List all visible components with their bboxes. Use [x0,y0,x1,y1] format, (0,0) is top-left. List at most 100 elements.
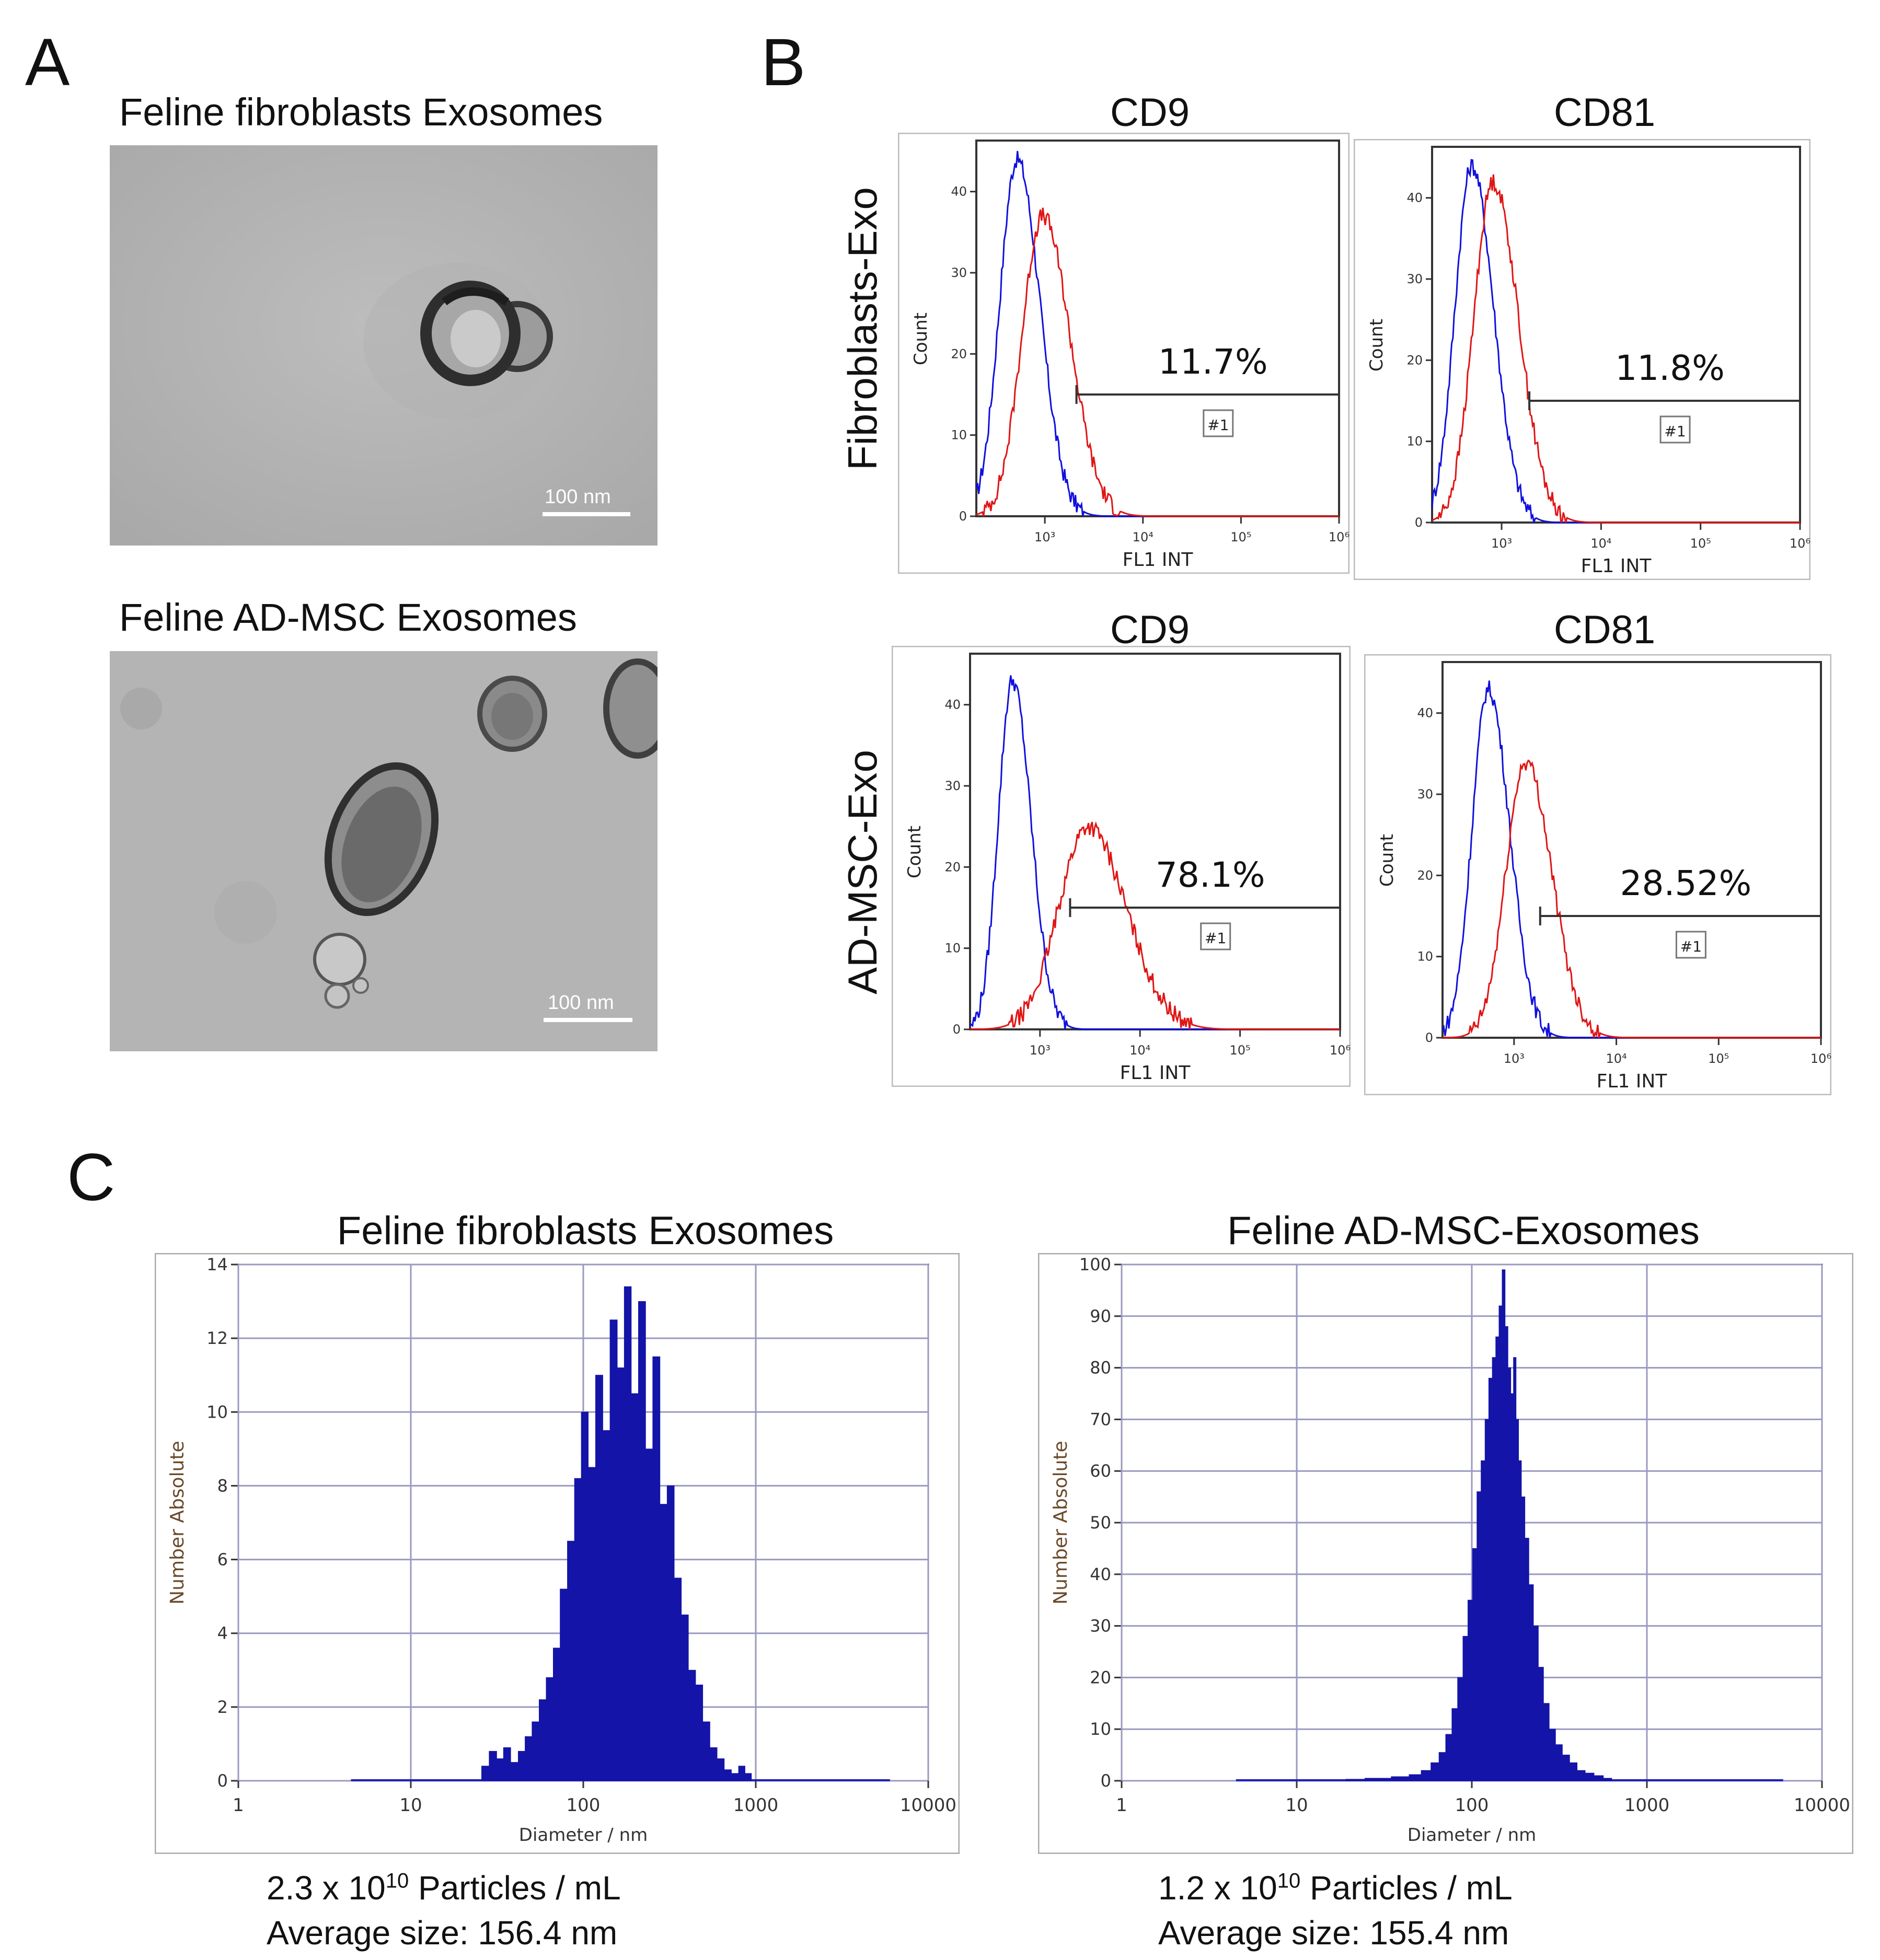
y-tick-label: 30 [1406,272,1423,286]
histogram-bar [546,1677,553,1781]
y-tick-label: 30 [1417,787,1433,802]
y-tick-label: 90 [1090,1306,1111,1326]
y-tick-label: 0 [217,1771,228,1791]
scalebar [544,1018,632,1022]
nta-title-fibroblasts: Feline fibroblasts Exosomes [337,1209,834,1253]
histogram-bar [1364,1778,1392,1781]
y-tick-label: 0 [959,509,967,524]
x-tick-label: 10⁶ [1810,1051,1831,1066]
marker-histogram [1443,759,1821,1039]
gate-percentage: 11.8% [1615,348,1725,388]
histogram-bar [695,1685,703,1781]
figure-frame [1364,654,1831,1095]
y-tick-label: 30 [944,779,961,793]
histogram-bar [1505,1326,1508,1781]
x-tick-label: 1 [1116,1795,1127,1816]
panel-letter-a: A [25,25,70,100]
histogram-bar [1391,1776,1410,1781]
histogram-bar [1345,1779,1365,1781]
histogram-bar [567,1540,575,1781]
y-tick-label: 14 [206,1255,228,1274]
y-tick-label: 0 [1425,1030,1433,1045]
x-tick-label: 10³ [1034,530,1055,544]
y-tick-label: 40 [1090,1564,1111,1584]
y-tick-label: 10 [206,1402,228,1422]
row-label-admsc: AD-MSC-Exo [839,749,885,995]
y-axis-label: Count [904,826,925,878]
gate-label: #1 [1205,930,1226,947]
histogram-bar [617,1367,625,1781]
y-tick-label: 40 [1406,191,1423,205]
row-label-fibroblasts: Fibroblasts-Exo [839,187,885,470]
histogram-bar [1421,1770,1432,1781]
y-tick-label: 2 [217,1697,228,1717]
histogram-bar [1518,1460,1522,1781]
y-tick-label: 30 [1090,1616,1111,1636]
histogram-bar [518,1751,526,1781]
histogram-bar [1481,1460,1485,1781]
x-tick-label: 10 [1285,1795,1308,1816]
histogram-bar [1521,1497,1526,1781]
histogram-bar [1451,1708,1458,1781]
x-tick-label: 10⁶ [1790,536,1810,551]
marker-histogram [976,207,1339,517]
histogram-bar [1562,1755,1570,1781]
y-tick-label: 20 [1406,353,1423,367]
fibroblast-exosome-micrograph [110,145,658,546]
tem-image-admsc: 100 nm [110,651,658,1051]
histogram-bar [1431,1762,1439,1781]
average-size-text: Average size: 155.4 nm [1158,1914,1509,1952]
histogram-bar [717,1758,725,1781]
histogram-bar [1577,1770,1586,1781]
y-axis-label: Count [910,312,931,365]
x-tick-label: 10³ [1491,536,1512,551]
histogram-bar [688,1669,696,1781]
gate-percentage: 78.1% [1156,855,1265,895]
y-tick-label: 20 [1090,1667,1111,1687]
x-tick-label: 10⁵ [1690,536,1711,551]
histogram-bar [1507,1367,1512,1781]
histogram-bar [744,1773,752,1781]
histogram-bar [738,1766,745,1781]
y-tick-label: 20 [944,860,961,874]
histogram-bar [560,1588,568,1781]
y-tick-label: 20 [1417,868,1433,883]
histogram-bar [1516,1419,1519,1781]
y-tick-label: 50 [1090,1513,1111,1533]
x-tick-label: 10³ [1030,1043,1051,1058]
control-histogram [1441,680,1821,1039]
histogram-bar [1445,1734,1452,1781]
y-tick-label: 100 [1079,1255,1111,1274]
histogram-bar [1555,1744,1563,1781]
y-tick-label: 10 [1417,949,1433,964]
y-axis-label: Number Absolute [167,1441,188,1604]
histogram-bar [1457,1677,1463,1781]
histogram-bar [709,1747,718,1781]
y-tick-label: 80 [1090,1358,1111,1378]
x-tick-label: 1000 [1624,1795,1670,1816]
histogram-bar [1488,1377,1493,1781]
y-tick-label: 10 [1090,1719,1111,1739]
histogram-bar [588,1467,596,1781]
histogram-bar [609,1319,618,1781]
histogram-bar [674,1578,682,1781]
control-histogram [1431,159,1800,524]
y-tick-label: 4 [217,1623,228,1643]
panel-letter-c: C [67,1140,116,1215]
x-axis-label: FL1 INT [1120,1062,1191,1084]
histogram-bar [702,1721,710,1781]
figure-frame [898,133,1350,574]
figure-frame [155,1253,960,1854]
histogram-bar [532,1721,540,1781]
y-tick-label: 0 [953,1022,961,1037]
flow-histogram-fibro-cd9: 0 10 20 30 40 10³ 10⁴ 10⁵ 10⁶ FL1 INT Count 11.7% #1 [898,133,1350,574]
average-size-text: Average size: 156.4 nm [267,1914,618,1952]
gate-label-box [1200,922,1231,950]
x-axis-label: FL1 INT [1123,549,1194,571]
col-title-cd9-top: CD9 [1110,90,1190,135]
y-tick-label: 8 [217,1476,228,1495]
histogram-bar [1495,1336,1500,1781]
y-tick-label: 20 [951,346,967,361]
scalebar-label: 100 nm [548,992,614,1014]
histogram-bar [481,1766,490,1781]
